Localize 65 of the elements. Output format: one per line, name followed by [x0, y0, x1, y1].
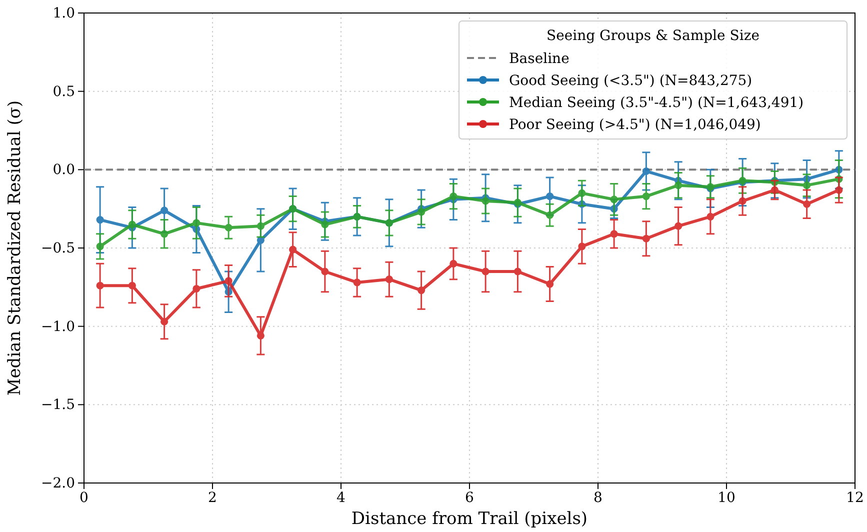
legend-label: Median Seeing (3.5"-4.5") (N=1,643,491) [509, 95, 804, 111]
y-tick-label: −0.5 [41, 240, 75, 256]
x-axis-title: Distance from Trail (pixels) [351, 509, 588, 529]
point [642, 192, 650, 200]
point [353, 278, 361, 286]
point [674, 222, 682, 230]
y-tick-label: 0.5 [52, 84, 75, 100]
y-axis-title: Median Standardized Residual (σ) [5, 100, 25, 396]
point [160, 206, 168, 214]
point [610, 230, 618, 238]
point [160, 318, 168, 326]
point [96, 216, 104, 224]
point [803, 200, 811, 208]
point [256, 222, 264, 230]
point [674, 182, 682, 190]
y-tick-label: −1.5 [41, 397, 75, 414]
x-tick-label: 10 [718, 490, 736, 506]
point [546, 211, 554, 219]
point [642, 234, 650, 242]
point [96, 282, 104, 290]
point [256, 332, 264, 340]
point [128, 220, 136, 228]
point [835, 186, 843, 194]
point [738, 197, 746, 205]
point [482, 197, 490, 205]
legend-label: Poor Seeing (>4.5") (N=1,046,049) [509, 117, 761, 133]
y-tick-label: 1.0 [52, 5, 75, 22]
point [321, 220, 329, 228]
x-tick-label: 0 [80, 490, 88, 506]
point [224, 224, 232, 232]
x-tick-label: 2 [208, 490, 217, 506]
point [546, 280, 554, 288]
legend-label: Good Seeing (<3.5") (N=843,275) [509, 73, 752, 89]
point [610, 196, 618, 204]
point [450, 192, 458, 200]
point [321, 268, 329, 276]
point [482, 268, 490, 276]
point [770, 186, 778, 194]
point [546, 192, 554, 200]
point [514, 268, 522, 276]
point [289, 246, 297, 254]
x-tick-label: 4 [336, 490, 346, 506]
point [224, 277, 232, 285]
y-tick-label: −2.0 [41, 475, 75, 492]
y-tick-label: 0.0 [52, 162, 75, 178]
point [642, 167, 650, 176]
point [385, 276, 393, 284]
point [192, 219, 200, 227]
point [578, 189, 586, 197]
legend-title: Seeing Groups & Sample Size [546, 28, 760, 44]
x-tick-label: 6 [465, 490, 474, 506]
point [578, 242, 586, 250]
point [450, 260, 458, 268]
point [128, 282, 136, 290]
point [418, 208, 426, 216]
y-tick-label: −1.0 [41, 318, 75, 335]
legend-label: Baseline [509, 51, 570, 67]
point [706, 212, 714, 220]
x-tick-label: 12 [846, 490, 864, 506]
point [192, 284, 200, 293]
point [96, 242, 104, 250]
point [418, 286, 426, 294]
point [803, 182, 811, 190]
x-tick-label: 8 [594, 490, 602, 506]
point [160, 230, 168, 238]
